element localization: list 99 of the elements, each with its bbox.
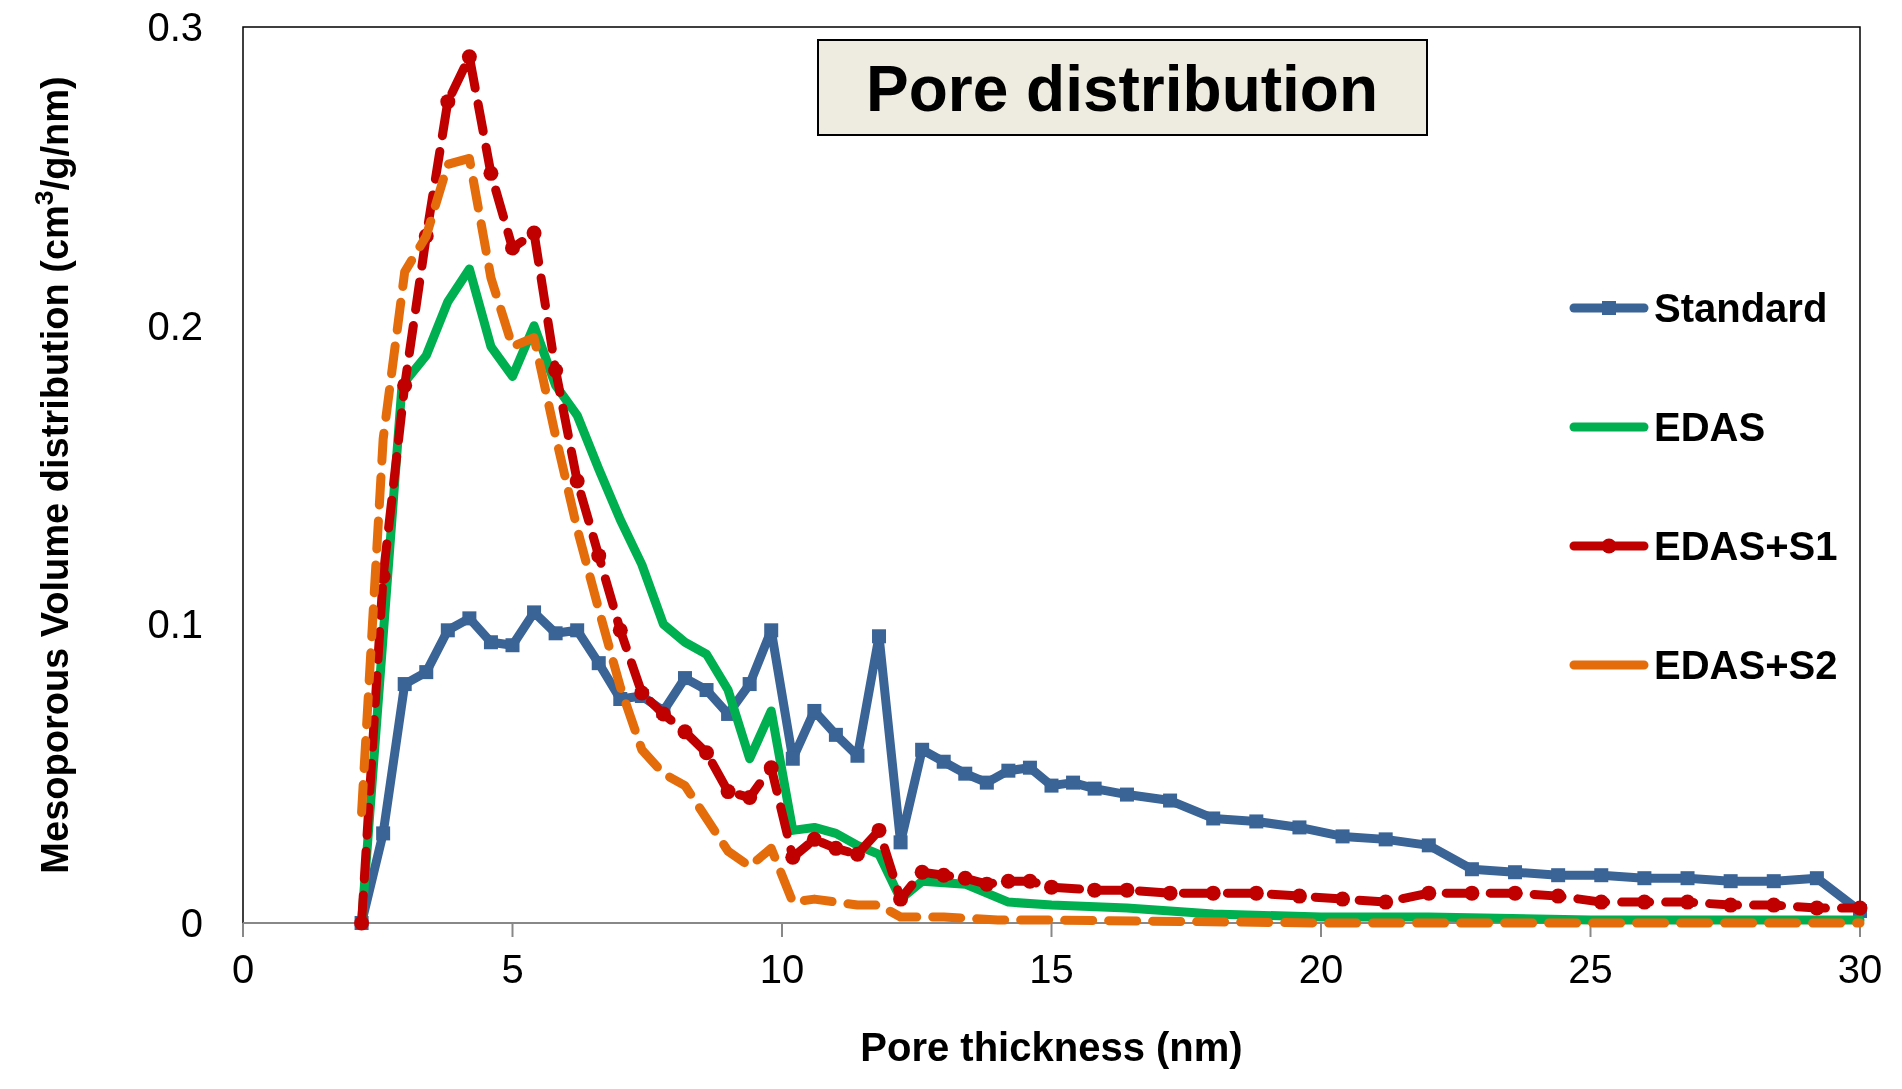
point xyxy=(461,49,477,65)
point xyxy=(1044,778,1059,793)
point xyxy=(979,876,995,892)
point xyxy=(1292,820,1307,835)
point xyxy=(548,626,563,641)
point xyxy=(699,683,714,698)
point xyxy=(1000,873,1016,889)
legend-label: EDAS+S2 xyxy=(1654,643,1838,687)
point xyxy=(397,677,412,692)
point xyxy=(849,846,865,862)
point xyxy=(440,623,455,638)
x-tick-label: 25 xyxy=(1568,947,1613,991)
point xyxy=(1022,873,1038,889)
point xyxy=(785,751,800,766)
x-tick-label: 5 xyxy=(501,947,524,991)
point xyxy=(915,742,930,757)
x-tick-label: 0 xyxy=(231,947,255,991)
point xyxy=(720,784,736,800)
point xyxy=(569,473,585,489)
x-tick-label: 30 xyxy=(1837,947,1883,991)
point xyxy=(655,706,671,722)
point xyxy=(1087,882,1103,898)
point xyxy=(483,165,499,181)
point xyxy=(526,225,542,241)
point xyxy=(1335,891,1351,907)
point xyxy=(958,766,973,781)
point xyxy=(1852,900,1868,916)
point xyxy=(1378,832,1393,847)
point xyxy=(871,822,887,838)
point xyxy=(828,840,844,856)
point xyxy=(699,745,715,761)
point xyxy=(376,826,391,841)
point xyxy=(1163,793,1178,808)
point xyxy=(1636,894,1652,910)
point xyxy=(1378,894,1394,910)
point xyxy=(1087,781,1102,796)
legend-label: EDAS+S1 xyxy=(1654,524,1838,568)
point xyxy=(936,867,952,883)
point xyxy=(570,623,585,638)
point xyxy=(419,665,434,680)
point xyxy=(979,775,994,790)
point xyxy=(872,629,887,644)
point xyxy=(914,864,930,880)
point xyxy=(1206,811,1221,826)
point xyxy=(936,754,951,769)
point xyxy=(957,870,973,886)
point xyxy=(591,548,607,564)
x-tick-label: 15 xyxy=(1029,947,1074,991)
point xyxy=(462,611,477,626)
point xyxy=(1335,829,1350,844)
point xyxy=(1723,897,1739,913)
point xyxy=(893,835,908,850)
chart-title: Pore distribution xyxy=(866,53,1378,125)
point xyxy=(440,94,456,110)
point xyxy=(1593,894,1609,910)
point xyxy=(1421,885,1437,901)
point xyxy=(1162,885,1178,901)
point xyxy=(1248,885,1264,901)
y-tick-label: 0 xyxy=(180,901,203,945)
point xyxy=(634,685,650,701)
point xyxy=(1507,885,1523,901)
point xyxy=(1022,760,1037,775)
point xyxy=(1205,885,1221,901)
point xyxy=(764,623,779,638)
y-tick-label: 0.2 xyxy=(147,303,203,348)
point xyxy=(677,724,693,740)
point xyxy=(807,703,822,718)
x-tick-label: 20 xyxy=(1298,947,1344,991)
point xyxy=(1066,775,1081,790)
legend-label: Standard xyxy=(1654,286,1828,330)
point xyxy=(1809,871,1824,886)
point xyxy=(828,727,843,742)
point xyxy=(1766,897,1782,913)
point xyxy=(1464,885,1480,901)
point xyxy=(1550,888,1566,904)
point xyxy=(1680,894,1696,910)
point xyxy=(1809,900,1825,916)
y-tick-label: 0.3 xyxy=(147,5,203,49)
point xyxy=(1001,763,1016,778)
point xyxy=(806,831,822,847)
point xyxy=(1421,838,1436,853)
point xyxy=(397,377,413,393)
point xyxy=(612,622,628,638)
point xyxy=(742,790,758,806)
point xyxy=(548,362,564,378)
point xyxy=(1464,862,1479,877)
point xyxy=(1119,882,1135,898)
y-tick-label: 0.1 xyxy=(147,602,203,647)
point xyxy=(483,635,498,650)
point xyxy=(677,671,692,686)
point xyxy=(505,638,520,653)
x-tick-label: 10 xyxy=(759,947,805,991)
point xyxy=(742,677,757,692)
point xyxy=(1291,888,1307,904)
point xyxy=(1044,879,1059,895)
legend-label: EDAS xyxy=(1654,405,1766,449)
x-axis-title: Pore thickness (nm) xyxy=(860,1025,1243,1069)
point xyxy=(850,748,865,763)
point xyxy=(591,656,606,671)
